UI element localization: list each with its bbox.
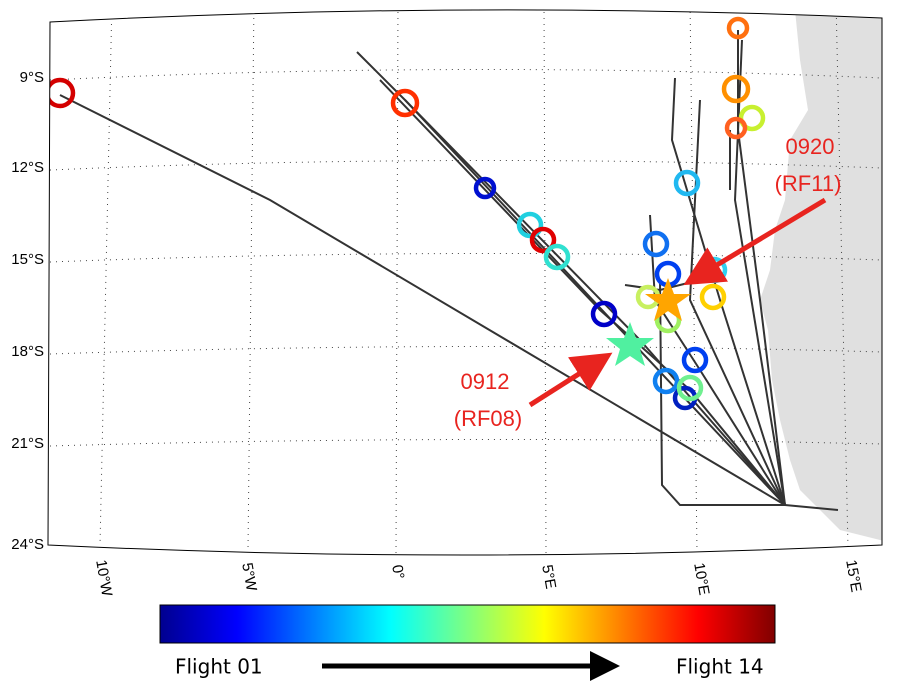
arrow-rf11 xyxy=(683,197,827,286)
colorbar-end-label: Flight 14 xyxy=(676,655,764,679)
longitude-label: 10°W xyxy=(92,558,115,598)
longitude-label: 10°E xyxy=(690,561,712,596)
map-body xyxy=(48,9,882,555)
colorbar-start-label: Flight 01 xyxy=(175,655,263,679)
arrow-rf08 xyxy=(528,352,613,408)
flight-tracks xyxy=(59,30,839,511)
annotation-flight: (RF11) xyxy=(775,171,842,196)
colorbar xyxy=(159,604,776,644)
star-rf08 xyxy=(606,322,654,366)
longitude-label: 5°E xyxy=(538,563,559,590)
annotation-flight: (RF08) xyxy=(454,406,522,431)
annotation-code: 0920 xyxy=(786,134,835,159)
latitude-label: 18°S xyxy=(11,343,44,360)
latitude-label: 15°S xyxy=(11,251,44,268)
land xyxy=(760,9,882,545)
longitude-label: 5°W xyxy=(238,561,260,593)
latitude-label: 9°S xyxy=(20,69,44,86)
latitude-label: 21°S xyxy=(11,435,44,452)
longitude-label: 15°E xyxy=(842,558,864,593)
map-frame xyxy=(47,9,883,556)
latitude-label: 12°S xyxy=(11,159,44,176)
annotation-code: 0912 xyxy=(461,369,510,394)
star-rf11 xyxy=(645,278,691,321)
longitude-label: 0° xyxy=(388,563,407,580)
latitude-label: 24°S xyxy=(11,536,44,553)
flight-markers xyxy=(48,16,766,411)
